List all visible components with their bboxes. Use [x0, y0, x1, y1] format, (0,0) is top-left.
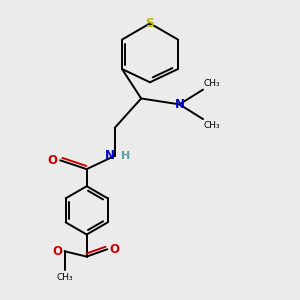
- Text: S: S: [146, 17, 154, 30]
- Text: CH₃: CH₃: [204, 121, 220, 130]
- Text: N: N: [174, 98, 184, 111]
- Text: O: O: [109, 243, 119, 256]
- Text: N: N: [105, 149, 115, 162]
- Text: H: H: [121, 151, 130, 161]
- Text: O: O: [53, 245, 63, 258]
- Text: CH₃: CH₃: [56, 273, 73, 282]
- Text: CH₃: CH₃: [204, 79, 220, 88]
- Text: O: O: [48, 154, 58, 167]
